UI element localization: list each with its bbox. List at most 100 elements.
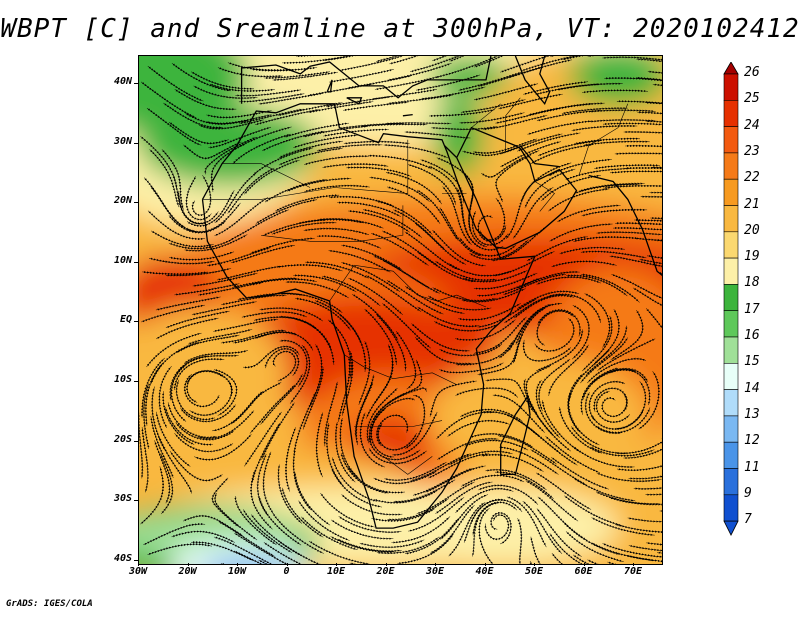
streamline	[626, 554, 662, 563]
streamline	[616, 465, 662, 472]
colorbar-segment	[723, 415, 739, 443]
streamline	[572, 554, 598, 564]
colorbar	[723, 62, 739, 536]
streamline	[557, 82, 623, 91]
colorbar-segment	[723, 205, 739, 233]
colorbar-top-arrow	[723, 62, 739, 75]
streamline	[478, 507, 495, 564]
lat-label: 10N	[113, 254, 132, 266]
streamline	[571, 124, 638, 132]
colorbar-segment	[723, 257, 739, 285]
streamline	[628, 475, 662, 480]
colorbar-segment	[723, 362, 739, 390]
streamline	[498, 93, 563, 110]
streamline	[404, 130, 471, 139]
wbpt-streamline-map	[139, 56, 662, 564]
streamline	[216, 265, 282, 281]
streamline	[530, 536, 542, 564]
streamline	[548, 158, 612, 177]
streamline	[615, 221, 662, 226]
streamline	[521, 56, 584, 72]
lon-label: 60E	[574, 566, 593, 577]
colorbar-label: 22	[744, 170, 760, 186]
streamline	[474, 56, 512, 68]
streamline	[284, 427, 296, 492]
colorbar-segment	[723, 73, 739, 101]
streamline	[338, 357, 351, 422]
streamline	[633, 486, 662, 491]
streamline	[650, 216, 662, 220]
lon-label: 10E	[326, 566, 346, 577]
lon-tick	[583, 563, 585, 566]
lat-tick	[134, 142, 138, 144]
streamline	[589, 109, 656, 113]
streamline	[308, 540, 371, 564]
field-region	[139, 106, 319, 186]
streamline	[628, 544, 662, 552]
lat-tick	[134, 559, 138, 561]
colorbar-segment	[723, 468, 739, 496]
streamline	[596, 231, 662, 236]
colorbar-label: 11	[744, 459, 760, 475]
streamline	[551, 260, 617, 268]
streamline	[261, 402, 295, 460]
streamline	[581, 208, 648, 217]
lat-label: 40S	[113, 552, 132, 564]
colorbar-label: 16	[744, 328, 760, 343]
streamline	[194, 434, 252, 461]
lon-tick	[385, 563, 387, 566]
lat-tick	[134, 440, 138, 442]
streamline	[383, 143, 449, 159]
lat-label: 30N	[113, 135, 132, 147]
wbpt-shading	[139, 56, 662, 564]
streamline	[656, 551, 662, 555]
coastline	[444, 145, 458, 159]
lon-label: 40E	[475, 566, 494, 577]
streamline	[632, 287, 662, 307]
streamline	[602, 122, 662, 126]
streamline	[304, 155, 370, 166]
streamline	[646, 254, 662, 259]
streamline	[343, 140, 410, 145]
colorbar-label: 24	[744, 117, 760, 133]
colorbar-segment	[723, 389, 739, 417]
map-title: WBPT [C] and Sreamline at 300hPa, VT: 20…	[0, 14, 800, 44]
streamline	[262, 451, 275, 515]
coastline	[402, 113, 413, 117]
streamline	[596, 472, 662, 483]
streamline	[608, 368, 651, 406]
streamline	[385, 121, 452, 125]
lat-label: 30S	[113, 493, 132, 505]
streamline	[304, 184, 370, 193]
streamline	[645, 120, 662, 124]
streamline	[286, 177, 352, 192]
streamline	[373, 386, 428, 420]
streamline	[293, 392, 316, 455]
streamline	[574, 137, 641, 145]
lon-label: 20E	[376, 566, 395, 577]
colorbar-label: 20	[744, 222, 760, 238]
lon-tick	[435, 563, 436, 566]
field-region	[379, 486, 619, 564]
colorbar-segment	[723, 178, 739, 206]
streamline	[645, 308, 662, 330]
streamline	[614, 523, 662, 534]
colorbar-label: 26	[744, 65, 760, 80]
streamline	[389, 56, 428, 65]
colorbar-label: 18	[744, 275, 760, 291]
lon-tick	[138, 563, 139, 566]
grads-credit: GrADS: IGES/COLA	[6, 599, 93, 609]
streamline	[494, 154, 532, 203]
streamline	[603, 184, 662, 190]
colorbar-segment	[723, 336, 739, 364]
colorbar-label: 23	[744, 143, 760, 159]
streamline	[645, 101, 662, 105]
colorbar-segment	[723, 310, 739, 338]
lon-tick	[336, 563, 337, 566]
lon-label: 10W	[227, 566, 247, 577]
lon-label: 50E	[524, 566, 544, 577]
colorbar-label: 17	[744, 301, 760, 317]
streamline	[233, 550, 268, 564]
streamline	[517, 518, 523, 564]
streamline	[449, 56, 470, 62]
